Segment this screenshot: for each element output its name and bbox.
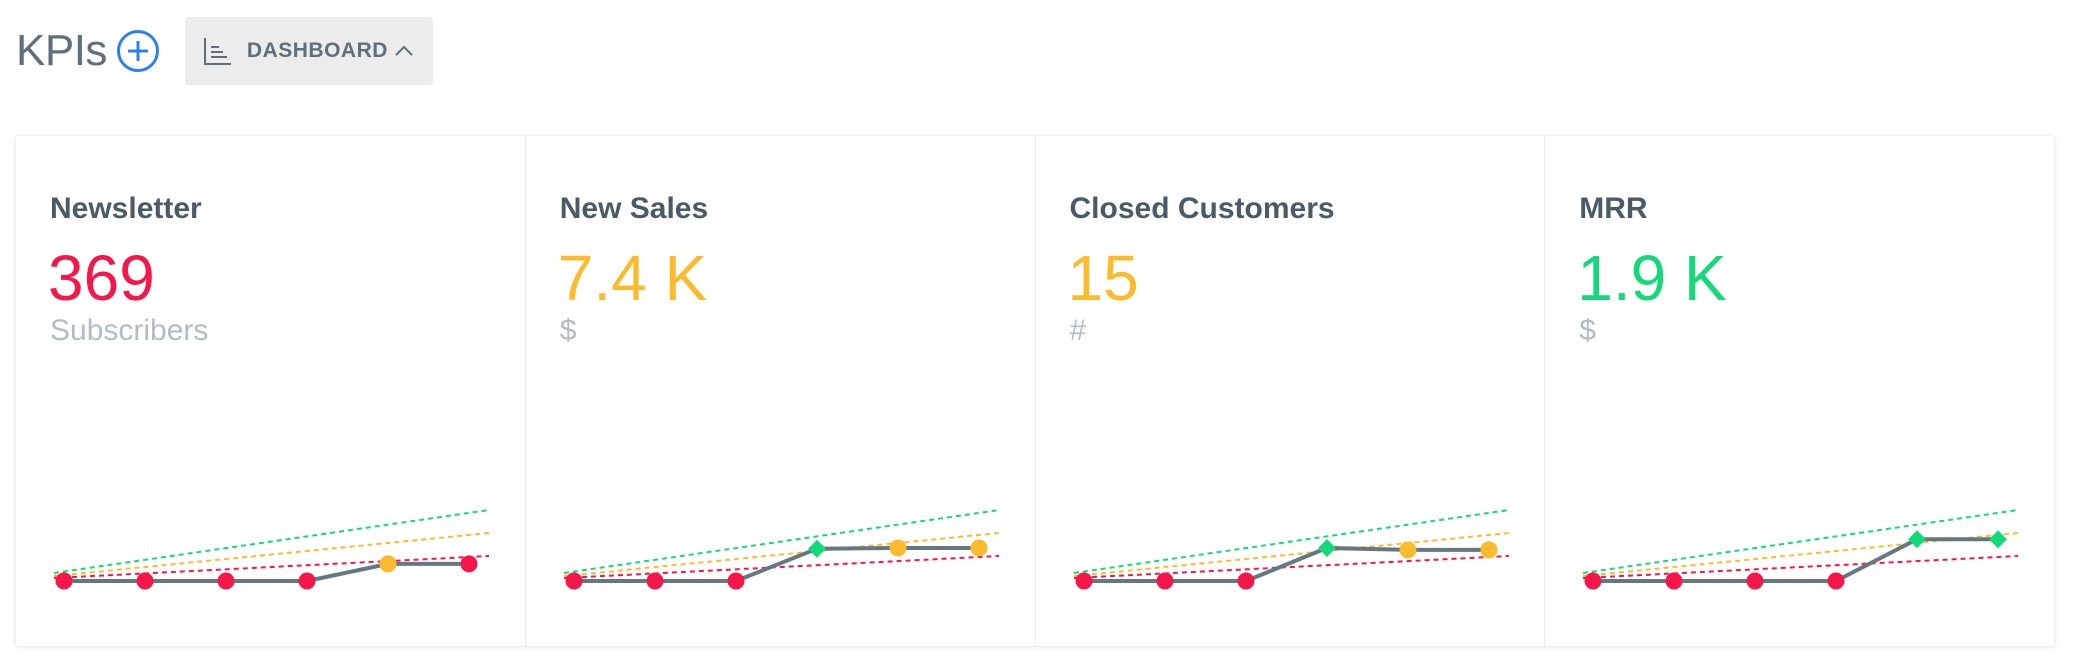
data-point[interactable]	[460, 555, 478, 573]
threshold-line	[53, 509, 490, 574]
threshold-line	[1583, 555, 2019, 579]
data-point[interactable]	[565, 572, 583, 590]
kpi-unit: Subscribers	[50, 314, 209, 347]
data-point[interactable]	[1746, 572, 1764, 590]
page-header: KPIs DASHBOARD	[16, 16, 433, 86]
data-point[interactable]	[1317, 538, 1336, 557]
kpi-cards: Newsletter 369 Subscribers New Sales 7.4…	[16, 136, 2054, 646]
kpi-card-newsletter[interactable]: Newsletter 369 Subscribers	[16, 136, 526, 646]
kpi-title: MRR	[1579, 192, 1648, 225]
kpi-card-closed-customers[interactable]: Closed Customers 15 #	[1036, 136, 1546, 646]
data-point[interactable]	[136, 572, 154, 590]
data-point[interactable]	[1584, 572, 1602, 590]
threshold-line	[563, 532, 999, 577]
data-point[interactable]	[1075, 572, 1092, 590]
kpi-unit: $	[1579, 314, 1596, 347]
threshold-line	[53, 555, 490, 579]
trend-line	[1593, 537, 1999, 583]
dashboard-label: DASHBOARD	[246, 39, 388, 62]
data-point[interactable]	[1237, 572, 1254, 590]
threshold-line	[563, 555, 999, 579]
chevron-up-icon	[395, 45, 413, 56]
threshold-line	[1073, 532, 1509, 577]
threshold-line	[1073, 555, 1509, 579]
kpi-sparkline	[1073, 509, 1509, 590]
kpi-sparkline	[563, 509, 999, 590]
trend-line	[64, 561, 469, 583]
bar-chart-icon	[203, 38, 231, 65]
data-point[interactable]	[646, 572, 664, 590]
kpi-sparkline	[1583, 509, 2019, 590]
kpi-card-new-sales[interactable]: New Sales 7.4 K $	[526, 136, 1036, 646]
kpi-title: Closed Customers	[1069, 192, 1335, 225]
kpi-value: 7.4 K	[557, 242, 708, 314]
kpi-title: Newsletter	[50, 192, 202, 225]
kpi-value: 1.9 K	[1577, 242, 1727, 314]
data-point[interactable]	[1908, 530, 1927, 549]
kpi-title: New Sales	[559, 192, 709, 225]
data-point[interactable]	[1156, 572, 1173, 590]
kpi-unit: #	[1069, 314, 1087, 347]
trend-line	[573, 545, 979, 583]
data-point[interactable]	[889, 539, 907, 557]
threshold-line	[1073, 509, 1509, 574]
kpi-unit: $	[559, 314, 577, 347]
dashboard-toggle-button[interactable]: DASHBOARD	[184, 17, 433, 85]
threshold-line	[53, 532, 490, 577]
data-point[interactable]	[1989, 530, 2008, 549]
data-point[interactable]	[1827, 572, 1845, 590]
data-point[interactable]	[807, 539, 826, 558]
kpi-sparkline	[53, 509, 490, 590]
page-title: KPIs	[16, 26, 107, 75]
data-point[interactable]	[1665, 572, 1683, 590]
data-point[interactable]	[298, 572, 316, 590]
data-point[interactable]	[970, 539, 988, 557]
data-point[interactable]	[379, 555, 397, 573]
threshold-line	[1583, 509, 2019, 574]
data-point[interactable]	[1480, 541, 1497, 559]
threshold-line	[563, 509, 999, 574]
kpi-card-mrr[interactable]: MRR 1.9 K $	[1545, 136, 2054, 646]
data-point[interactable]	[217, 572, 235, 590]
add-kpi-button[interactable]	[116, 30, 159, 72]
kpi-value: 369	[48, 242, 155, 314]
data-point[interactable]	[55, 572, 73, 590]
kpi-value: 15	[1067, 242, 1139, 314]
data-point[interactable]	[727, 572, 745, 590]
data-point[interactable]	[1399, 541, 1416, 559]
trend-line	[1083, 545, 1489, 583]
